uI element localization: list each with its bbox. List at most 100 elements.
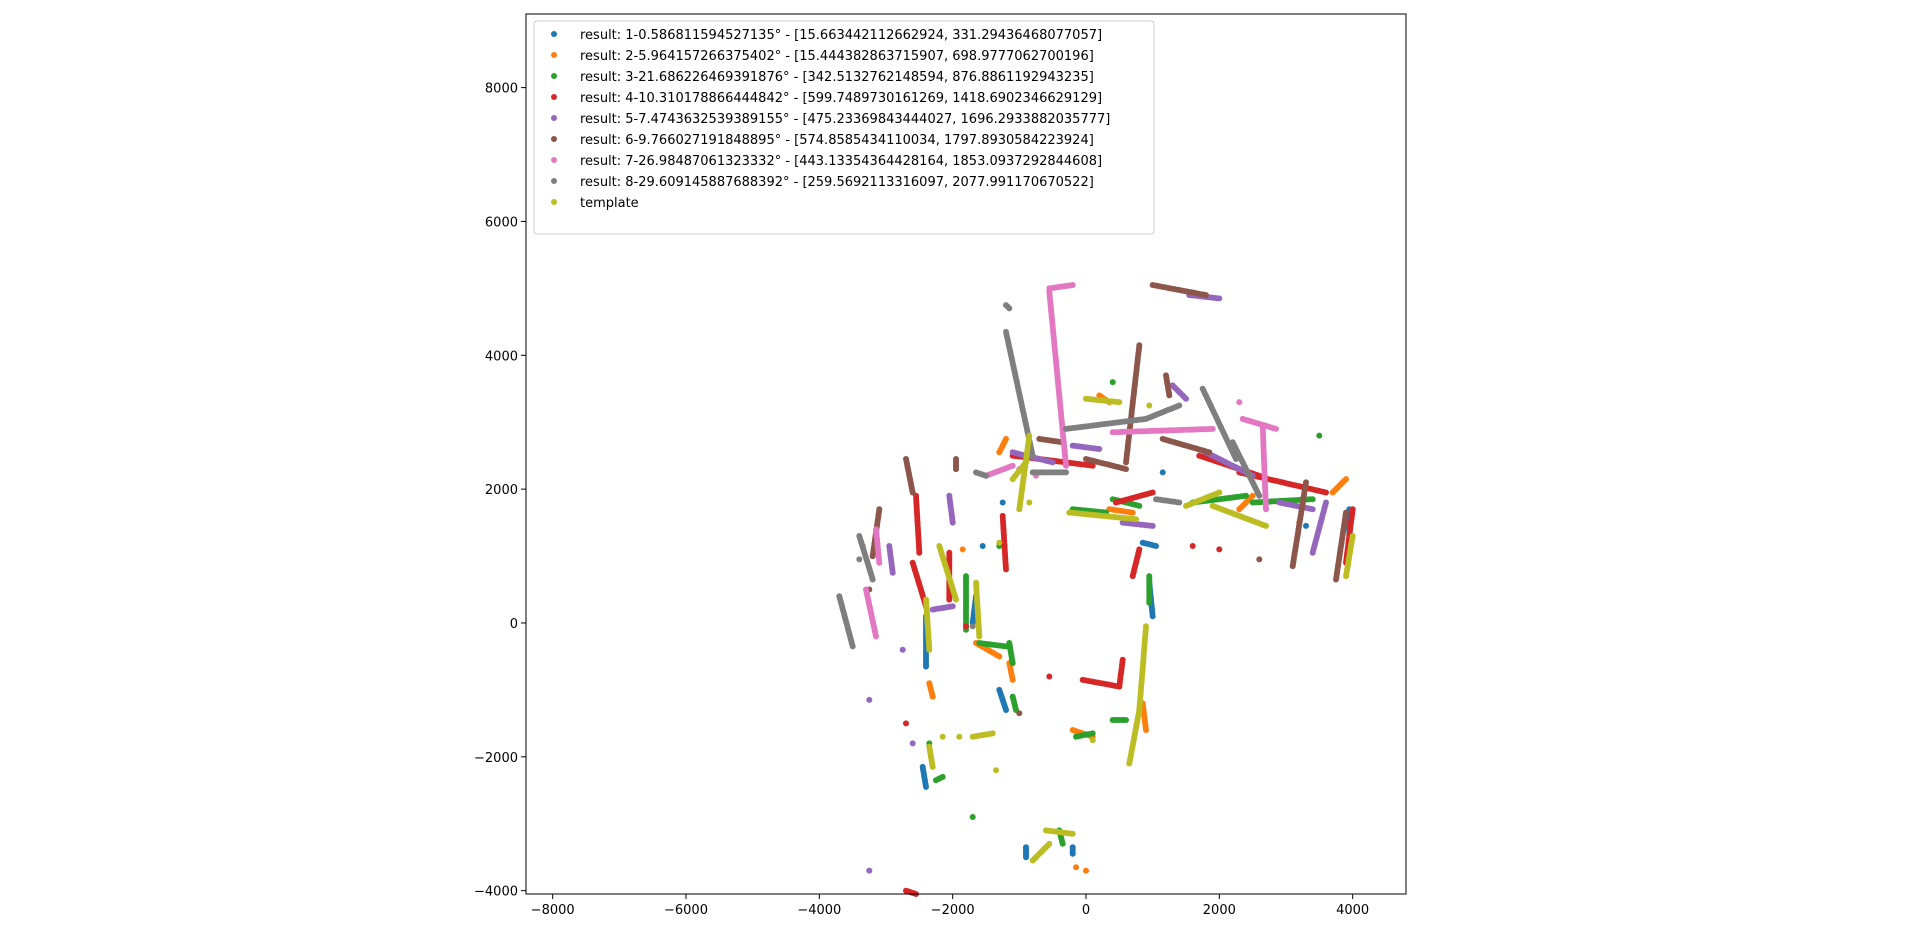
data-point	[1323, 489, 1329, 496]
data-point	[856, 556, 863, 563]
data-point	[1176, 402, 1183, 409]
y-tick-label: 0	[510, 617, 518, 632]
y-tick-label: 8000	[485, 82, 518, 97]
legend-marker	[551, 73, 557, 79]
data-point	[1183, 395, 1189, 402]
data-point	[1136, 342, 1143, 349]
data-point	[909, 740, 916, 747]
data-point	[1063, 469, 1069, 476]
data-point	[1149, 489, 1156, 496]
plot-marks	[836, 282, 1356, 897]
axes-frame	[525, 13, 1407, 895]
x-tick-label: −8000	[531, 903, 575, 918]
data-point	[969, 623, 976, 630]
x-axis: −8000 −6000 −4000 −2000 0 2000 4000	[531, 894, 1369, 918]
data-point	[963, 573, 969, 580]
data-point	[1216, 546, 1223, 553]
data-point	[1149, 613, 1156, 620]
data-point	[1263, 506, 1269, 513]
data-point	[1003, 707, 1009, 713]
data-point	[929, 763, 936, 770]
x-tick-label: 2000	[1203, 903, 1236, 918]
data-point	[1003, 435, 1009, 442]
data-point	[963, 623, 969, 630]
data-point	[1316, 432, 1323, 439]
series-8	[836, 302, 1263, 650]
y-tick-label: −2000	[474, 751, 518, 766]
data-point	[1176, 499, 1183, 506]
legend-marker	[551, 115, 557, 121]
legend-box	[533, 20, 1155, 235]
data-point	[939, 733, 946, 740]
data-point	[1009, 660, 1016, 667]
data-point	[1256, 492, 1263, 499]
data-point	[1016, 506, 1023, 513]
data-point	[1236, 399, 1243, 406]
legend-marker	[551, 52, 557, 58]
legend-label: template	[580, 196, 639, 211]
data-point	[923, 783, 929, 790]
legend-marker	[551, 199, 557, 205]
data-point	[996, 653, 1003, 660]
data-point	[949, 519, 956, 526]
legend-label: result: 8-29.609145887688392° - [259.569…	[580, 175, 1094, 190]
data-point	[929, 606, 936, 613]
data-point	[976, 633, 983, 640]
x-tick-label: −2000	[931, 903, 975, 918]
data-point	[1029, 452, 1036, 459]
data-point	[1343, 509, 1349, 516]
data-point	[979, 543, 986, 549]
data-point	[1153, 543, 1159, 549]
data-point	[1116, 399, 1123, 406]
data-point	[1009, 462, 1016, 469]
data-point	[1273, 425, 1279, 432]
x-tick-label: 0	[1082, 903, 1090, 918]
series-9	[923, 395, 1356, 864]
data-point	[1069, 830, 1076, 837]
data-point	[1146, 402, 1153, 409]
y-tick-label: 4000	[485, 349, 518, 364]
data-point	[1089, 737, 1096, 744]
data-point	[929, 693, 936, 700]
data-point	[1023, 854, 1029, 861]
data-point	[1119, 656, 1126, 663]
legend-marker	[551, 31, 557, 37]
data-point	[1083, 867, 1089, 874]
data-point	[1136, 502, 1143, 509]
data-point	[1023, 459, 1029, 466]
data-point	[1073, 864, 1079, 871]
series-7	[863, 282, 1279, 640]
data-point	[1046, 673, 1053, 680]
data-point	[953, 596, 959, 603]
data-point	[869, 576, 876, 583]
data-point	[1016, 710, 1023, 717]
data-point	[866, 867, 873, 874]
data-point	[1309, 506, 1316, 513]
y-axis: −4000 −2000 0 2000 4000 6000 8000	[474, 82, 526, 900]
data-point	[1089, 730, 1096, 737]
data-point	[923, 663, 929, 670]
data-point	[946, 596, 953, 603]
data-point	[1349, 533, 1356, 539]
data-point	[876, 559, 883, 566]
data-point	[1209, 425, 1216, 432]
data-point	[916, 549, 923, 556]
data-point	[1123, 466, 1129, 473]
legend-label: result: 3-21.686226469391876° - [342.513…	[580, 70, 1094, 85]
data-point	[989, 730, 996, 737]
data-point	[1063, 462, 1069, 469]
data-point	[933, 777, 939, 784]
data-point	[1159, 469, 1166, 476]
data-point	[1216, 489, 1223, 496]
data-point	[1143, 623, 1149, 630]
data-point	[1003, 566, 1009, 573]
legend-label: result: 6-9.766027191848895° - [574.8585…	[580, 133, 1094, 148]
legend-label: result: 2-5.964157266375402° - [15.44438…	[580, 49, 1094, 64]
data-point	[1129, 509, 1136, 516]
data-point	[1143, 727, 1149, 733]
x-tick-label: 4000	[1336, 903, 1369, 918]
series-4	[903, 452, 1356, 897]
data-point	[983, 472, 989, 479]
data-point	[993, 767, 999, 774]
data-point	[1069, 282, 1076, 288]
